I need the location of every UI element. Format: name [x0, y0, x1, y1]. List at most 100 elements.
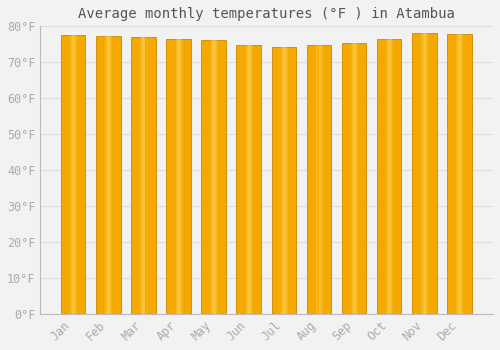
Bar [67, 35, 68, 314]
Bar [188, 38, 189, 314]
Bar [327, 45, 328, 314]
Bar [221, 40, 222, 314]
Bar [83, 35, 84, 314]
Bar [97, 36, 98, 314]
Bar [155, 37, 156, 314]
Bar [149, 37, 150, 314]
Bar [362, 43, 363, 314]
Bar [251, 45, 252, 314]
Bar [423, 33, 424, 314]
Bar [112, 36, 113, 314]
Bar [280, 48, 281, 314]
Bar [131, 37, 156, 314]
Bar [452, 34, 453, 314]
Bar [459, 34, 460, 314]
Bar [435, 33, 436, 314]
Bar [430, 33, 432, 314]
Bar [108, 36, 110, 314]
Bar [392, 39, 393, 314]
Bar [317, 45, 318, 314]
Bar [260, 45, 261, 314]
Bar [462, 34, 463, 314]
Bar [100, 36, 101, 314]
Bar [292, 48, 294, 314]
Bar [384, 39, 386, 314]
Bar [382, 39, 383, 314]
Bar [98, 36, 100, 314]
Bar [245, 45, 246, 314]
Bar [272, 48, 273, 314]
Bar [360, 43, 361, 314]
Bar [132, 37, 133, 314]
Bar [170, 38, 172, 314]
Bar [466, 34, 468, 314]
Bar [238, 45, 239, 314]
Bar [219, 40, 220, 314]
Bar [453, 34, 454, 314]
Bar [398, 39, 399, 314]
Bar [184, 38, 185, 314]
Bar [236, 45, 237, 314]
Bar [148, 37, 149, 314]
Bar [114, 36, 116, 314]
Bar [471, 34, 472, 314]
Bar [82, 35, 83, 314]
Bar [137, 37, 138, 314]
Bar [242, 45, 243, 314]
Bar [272, 48, 296, 314]
Bar [312, 45, 314, 314]
Bar [222, 40, 224, 314]
Bar [178, 38, 179, 314]
Bar [456, 34, 457, 314]
Bar [282, 48, 284, 314]
Bar [76, 35, 77, 314]
Bar [101, 36, 102, 314]
Bar [465, 34, 466, 314]
Bar [68, 35, 70, 314]
Bar [377, 39, 378, 314]
Bar [152, 37, 153, 314]
Bar [450, 34, 452, 314]
Bar [146, 37, 147, 314]
Bar [202, 40, 203, 314]
Bar [240, 45, 242, 314]
Bar [380, 39, 381, 314]
Bar [144, 37, 146, 314]
Bar [377, 39, 402, 314]
Bar [351, 43, 352, 314]
Bar [287, 48, 288, 314]
Bar [428, 33, 429, 314]
Bar [210, 40, 212, 314]
Bar [285, 48, 286, 314]
Bar [426, 33, 427, 314]
Bar [322, 45, 324, 314]
Bar [288, 48, 290, 314]
Bar [103, 36, 104, 314]
Bar [397, 39, 398, 314]
Bar [460, 34, 462, 314]
Bar [215, 40, 216, 314]
Bar [393, 39, 394, 314]
Bar [326, 45, 327, 314]
Bar [213, 40, 214, 314]
Bar [348, 43, 350, 314]
Bar [342, 43, 344, 314]
Bar [276, 48, 278, 314]
Bar [412, 33, 436, 314]
Bar [150, 37, 152, 314]
Bar [412, 33, 413, 314]
Bar [239, 45, 240, 314]
Bar [381, 39, 382, 314]
Bar [62, 35, 64, 314]
Bar [396, 39, 397, 314]
Bar [291, 48, 292, 314]
Bar [279, 48, 280, 314]
Bar [420, 33, 422, 314]
Bar [209, 40, 210, 314]
Bar [314, 45, 315, 314]
Bar [250, 45, 251, 314]
Bar [180, 38, 182, 314]
Bar [116, 36, 117, 314]
Bar [468, 34, 469, 314]
Bar [182, 38, 183, 314]
